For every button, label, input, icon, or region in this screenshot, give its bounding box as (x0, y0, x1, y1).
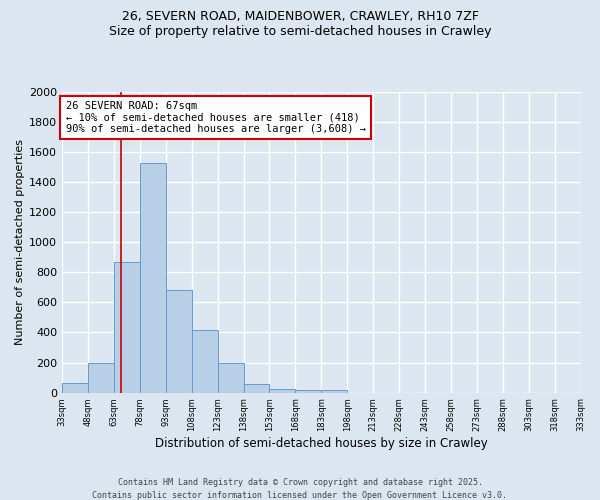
Bar (88, 364, 114, 392)
Bar (218, 364, 244, 392)
Y-axis label: Number of semi-detached properties: Number of semi-detached properties (15, 140, 25, 346)
Bar (322, 390, 347, 392)
X-axis label: Distribution of semi-detached houses by size in Crawley: Distribution of semi-detached houses by … (155, 437, 488, 450)
Bar (166, 290, 192, 392)
Bar (244, 384, 269, 392)
Bar (295, 390, 322, 392)
Text: Contains HM Land Registry data © Crown copyright and database right 2025.
Contai: Contains HM Land Registry data © Crown c… (92, 478, 508, 500)
Bar (114, 262, 140, 392)
Bar (62, 383, 88, 392)
Text: 26, SEVERN ROAD, MAIDENBOWER, CRAWLEY, RH10 7ZF
Size of property relative to sem: 26, SEVERN ROAD, MAIDENBOWER, CRAWLEY, R… (109, 10, 491, 38)
Text: 26 SEVERN ROAD: 67sqm
← 10% of semi-detached houses are smaller (418)
90% of sem: 26 SEVERN ROAD: 67sqm ← 10% of semi-deta… (65, 101, 365, 134)
Bar (192, 330, 218, 392)
Bar (140, 162, 166, 392)
Bar (269, 389, 295, 392)
